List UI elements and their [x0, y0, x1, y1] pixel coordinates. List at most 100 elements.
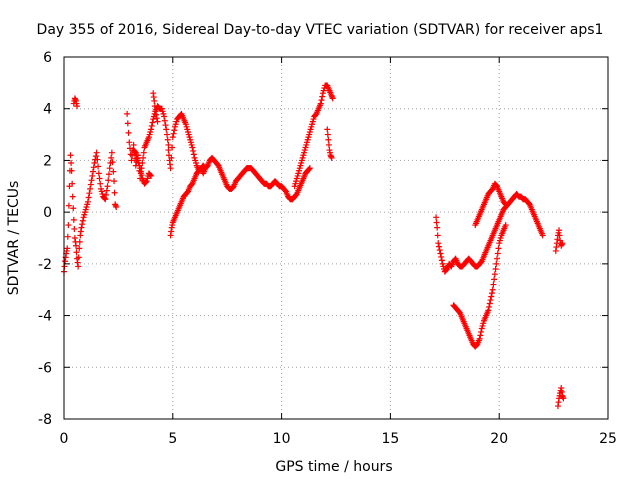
data-point: [105, 177, 112, 184]
data-point: [489, 286, 496, 293]
data-point: [67, 152, 74, 159]
data-point: [170, 130, 177, 137]
data-point: [147, 172, 154, 179]
data-point: [111, 189, 118, 196]
data-point: [438, 253, 445, 260]
data-point: [559, 240, 566, 247]
data-point: [64, 233, 71, 240]
data-point: [108, 149, 115, 156]
data-point: [140, 154, 147, 161]
data-point: [95, 170, 102, 177]
data-point: [190, 147, 197, 154]
data-point: [101, 195, 108, 202]
data-point: [171, 127, 178, 134]
data-point: [494, 250, 501, 257]
data-point: [328, 154, 335, 161]
data-point: [487, 297, 494, 304]
data-point: [75, 254, 82, 261]
y-tick-label: -8: [38, 412, 52, 428]
x-tick-label: 0: [60, 431, 69, 447]
data-point: [152, 108, 159, 115]
data-point: [325, 136, 332, 143]
y-tick-label: 2: [43, 153, 52, 169]
data-point: [69, 180, 76, 187]
data-point: [488, 290, 495, 297]
data-point: [438, 257, 445, 264]
data-point: [502, 222, 509, 229]
data-point: [491, 276, 498, 283]
x-tick-label: 15: [381, 431, 399, 447]
data-point: [104, 183, 111, 190]
data-point: [148, 122, 155, 129]
data-point: [476, 335, 483, 342]
data-point: [108, 154, 115, 161]
data-point: [86, 190, 93, 197]
data-point: [130, 141, 137, 148]
data-point: [167, 165, 174, 172]
data-point: [169, 134, 176, 141]
data-point: [324, 126, 331, 133]
data-point: [61, 263, 68, 270]
data-point: [132, 148, 139, 155]
data-point: [434, 224, 441, 231]
data-point: [492, 266, 499, 273]
data-point: [126, 139, 133, 146]
data-point: [433, 219, 440, 226]
data-point: [71, 225, 78, 232]
data-point: [70, 205, 77, 212]
data-point: [111, 178, 118, 185]
data-point: [162, 122, 169, 129]
data-point: [502, 201, 509, 208]
x-tick-label: 25: [599, 431, 617, 447]
data-point: [78, 224, 85, 231]
data-point: [317, 100, 324, 107]
chart-title: Day 355 of 2016, Sidereal Day-to-day VTE…: [37, 22, 604, 38]
data-point: [560, 395, 567, 402]
data-point: [128, 157, 135, 164]
y-tick-label: -2: [38, 257, 52, 273]
data-point: [329, 95, 336, 102]
data-point: [490, 281, 497, 288]
data-point: [161, 117, 168, 124]
data-point: [75, 263, 82, 270]
data-point: [92, 153, 99, 160]
data-point: [168, 154, 175, 161]
data-point: [151, 97, 158, 104]
y-tick-label: 6: [43, 50, 52, 66]
data-point: [76, 245, 83, 252]
data-point: [169, 144, 176, 151]
data-point: [434, 232, 441, 239]
data-point: [106, 165, 113, 172]
data-point: [140, 149, 147, 156]
data-point: [91, 160, 98, 167]
data-point: [153, 111, 160, 118]
data-point: [485, 307, 492, 314]
data-point: [138, 172, 145, 179]
data-point: [306, 166, 313, 173]
data-point: [306, 165, 313, 172]
data-point: [491, 271, 498, 278]
data-point: [85, 194, 92, 201]
data-point: [74, 103, 81, 110]
data-point: [93, 149, 100, 156]
data-point: [325, 141, 332, 148]
data-point: [113, 203, 120, 210]
data-point: [161, 113, 168, 120]
data-point: [73, 249, 80, 256]
data-point: [477, 332, 484, 339]
data-point: [124, 110, 131, 117]
data-point: [436, 247, 443, 254]
data-point: [137, 165, 144, 172]
data-point: [142, 178, 149, 185]
data-point: [435, 240, 442, 247]
y-tick-label: -4: [38, 309, 52, 325]
y-tick-label: 4: [43, 102, 52, 118]
data-point: [125, 129, 132, 136]
y-tick-label: -6: [38, 360, 52, 376]
data-point: [163, 131, 170, 138]
data-point: [87, 181, 94, 188]
data-point: [495, 245, 502, 252]
y-axis-ticks: -8 -6 -4 -2 0 2 4 6: [38, 50, 608, 428]
data-point: [493, 260, 500, 267]
